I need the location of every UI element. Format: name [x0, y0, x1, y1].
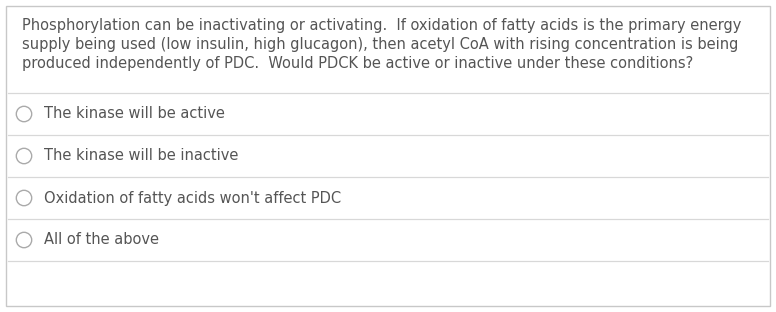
Circle shape: [16, 190, 32, 206]
Circle shape: [16, 232, 32, 248]
Text: supply being used (low insulin, high glucagon), then acetyl CoA with rising conc: supply being used (low insulin, high glu…: [22, 37, 739, 52]
Text: The kinase will be inactive: The kinase will be inactive: [44, 149, 238, 163]
Circle shape: [16, 148, 32, 164]
Circle shape: [16, 106, 32, 122]
Text: Oxidation of fatty acids won't affect PDC: Oxidation of fatty acids won't affect PD…: [44, 191, 341, 206]
Text: produced independently of PDC.  Would PDCK be active or inactive under these con: produced independently of PDC. Would PDC…: [22, 56, 693, 71]
Text: All of the above: All of the above: [44, 232, 159, 247]
Text: The kinase will be active: The kinase will be active: [44, 106, 225, 121]
Text: Phosphorylation can be inactivating or activating.  If oxidation of fatty acids : Phosphorylation can be inactivating or a…: [22, 18, 741, 33]
